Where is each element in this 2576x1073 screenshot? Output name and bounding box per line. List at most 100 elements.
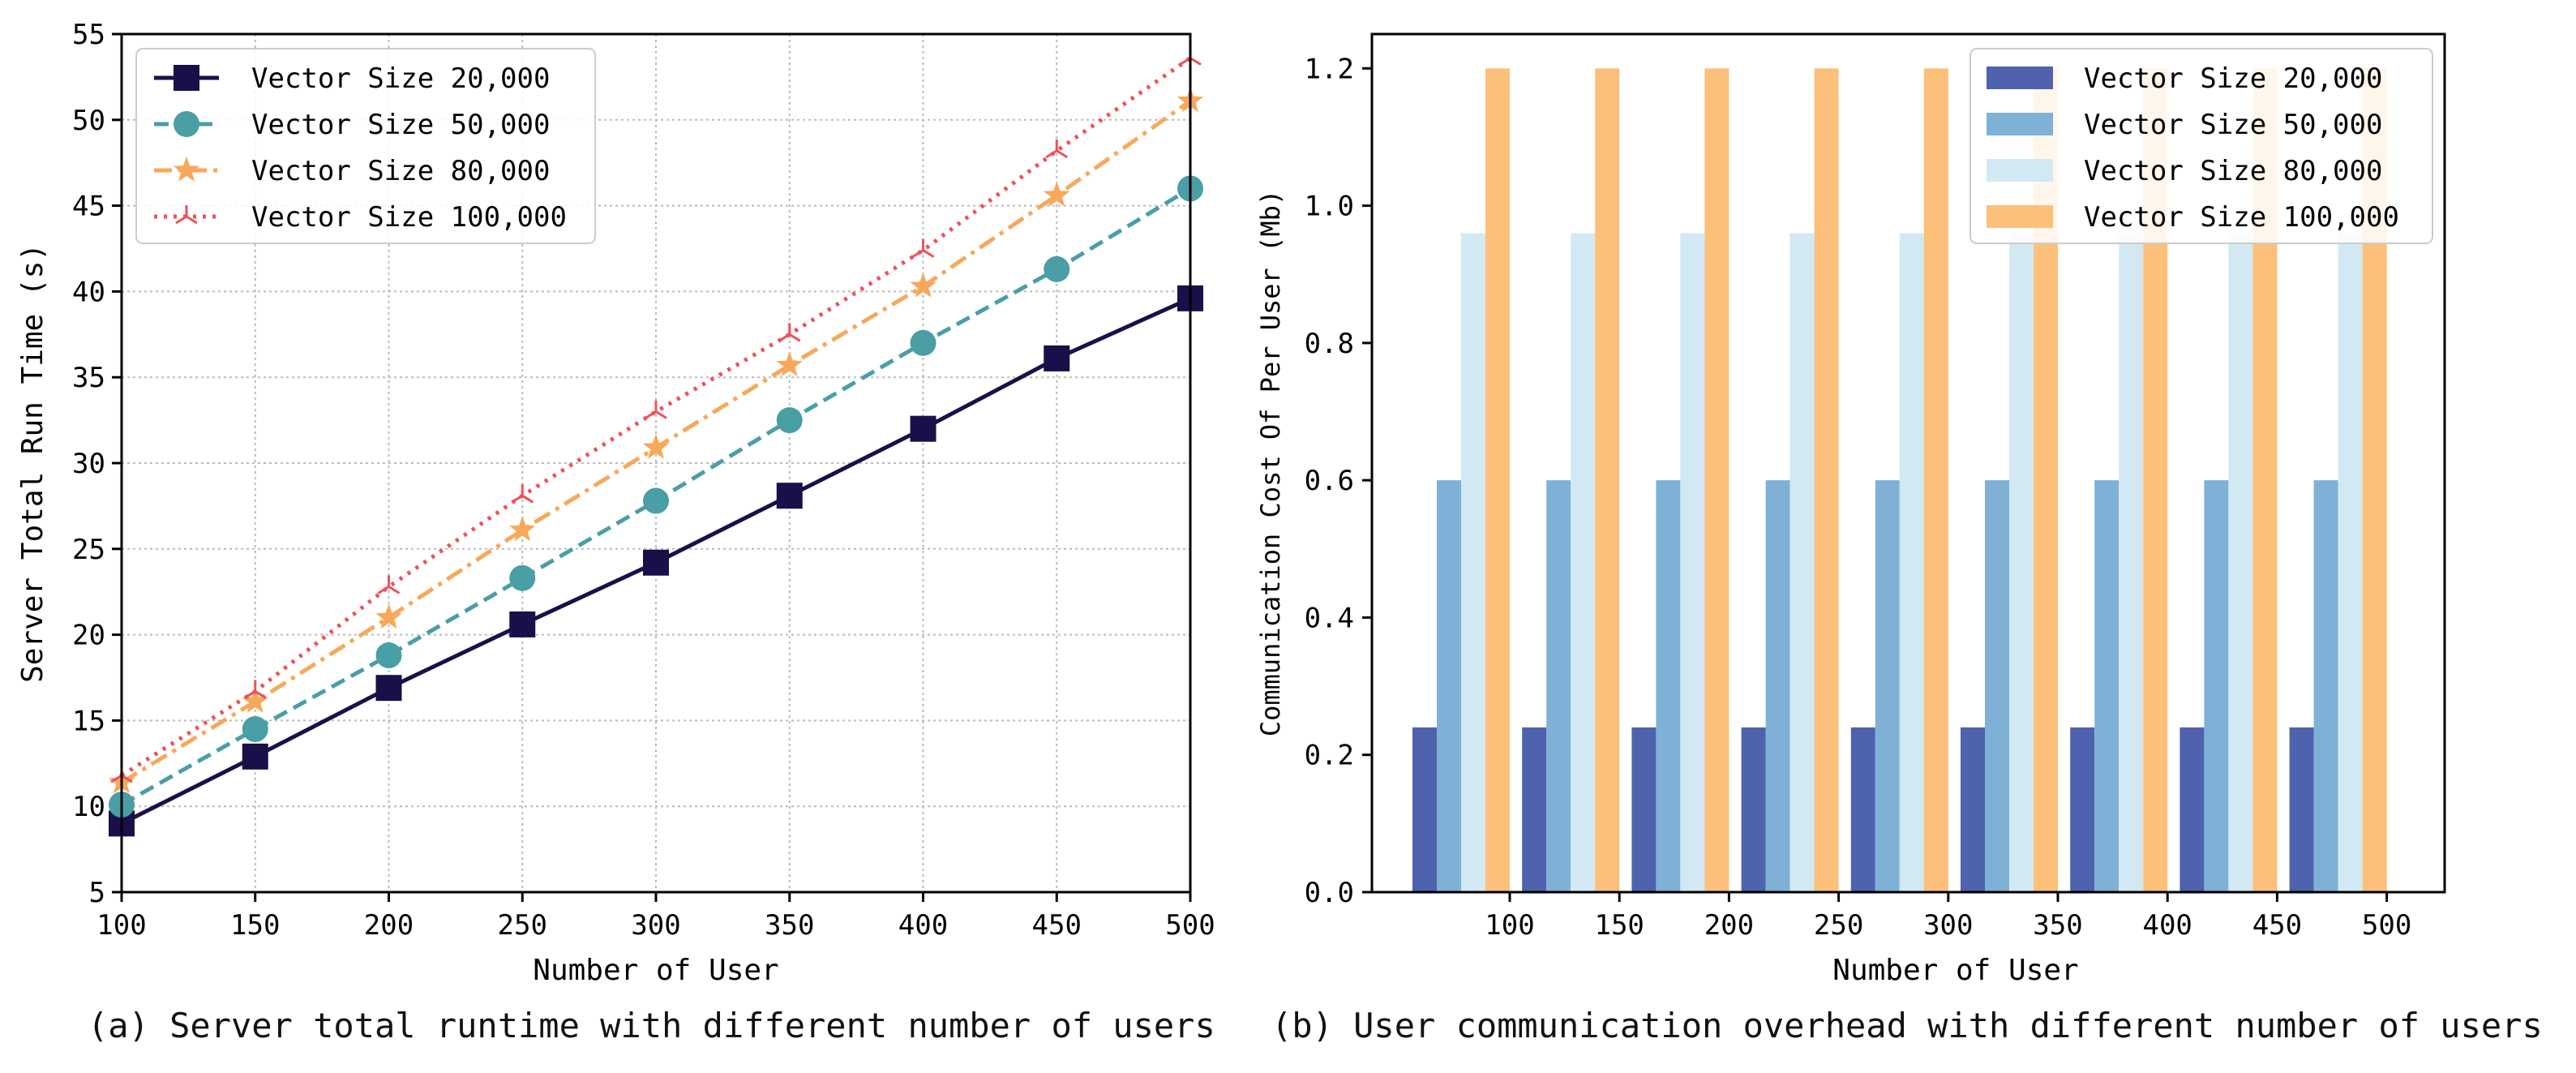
legend-marker xyxy=(173,157,200,182)
y-tick-label: 1.0 xyxy=(1305,191,1354,223)
y-tick-label: 45 xyxy=(72,191,105,223)
caption-a: (a) Server total runtime with different … xyxy=(88,1006,1215,1045)
data-point xyxy=(375,675,402,702)
legend-swatch xyxy=(1987,205,2053,228)
x-tick-label: 300 xyxy=(1923,909,1973,942)
legend-label: Vector Size 80,000 xyxy=(2084,155,2382,187)
legend-marker xyxy=(174,111,199,137)
bar xyxy=(1680,233,1705,892)
y-tick-label: 10 xyxy=(72,791,105,823)
data-point xyxy=(511,484,534,504)
x-tick-label: 200 xyxy=(1704,909,1754,942)
y-tick-label: 0.0 xyxy=(1305,877,1354,909)
data-point xyxy=(910,415,937,442)
legend-label: Vector Size 100,000 xyxy=(251,201,567,234)
y-tick-label: 15 xyxy=(72,705,105,737)
bar xyxy=(1485,68,1510,892)
legend-label: Vector Size 100,000 xyxy=(2084,201,2399,234)
bar xyxy=(1461,233,1485,892)
legend-box xyxy=(135,48,596,244)
legend-label: Vector Size 50,000 xyxy=(2084,109,2382,141)
series-group xyxy=(109,175,1203,818)
legend-box xyxy=(1970,48,2433,244)
x-tick-label: 350 xyxy=(765,909,814,942)
bar xyxy=(1765,480,1790,892)
legend: Vector Size 20,000 Vector Size 50,000 Vect… xyxy=(1970,48,2433,244)
x-tick-label: 250 xyxy=(1814,909,1863,942)
bar xyxy=(1656,480,1681,892)
data-point xyxy=(509,564,536,591)
y-axis-label: Server Total Run Time (s) xyxy=(16,243,49,683)
x-tick-label: 150 xyxy=(1594,909,1644,942)
data-point xyxy=(375,603,402,629)
bar xyxy=(2094,480,2120,892)
y-tick-label: 5 xyxy=(89,877,105,909)
legend-swatch xyxy=(1987,67,2053,89)
y-tick-label: 20 xyxy=(72,620,105,652)
x-tick-label: 450 xyxy=(2252,909,2302,942)
y-tick-label: 0.2 xyxy=(1305,740,1354,772)
x-tick-label: 250 xyxy=(498,909,547,942)
bar xyxy=(1571,233,1596,892)
legend-label: Vector Size 20,000 xyxy=(2084,62,2382,95)
bar xyxy=(1412,727,1437,892)
bar-group xyxy=(1522,68,1620,892)
bar xyxy=(2009,233,2034,892)
y-tick-label: 35 xyxy=(72,362,105,394)
x-tick-label: 400 xyxy=(898,909,948,942)
plot-frame xyxy=(1370,32,2446,894)
data-point xyxy=(377,575,401,594)
x-tick-label: 400 xyxy=(2142,909,2192,942)
bar xyxy=(1961,727,1985,892)
y-tick-label: 40 xyxy=(72,276,105,308)
runtime-line-chart: 100 150 200 250 300 350 400 450 500 5 10 15 20 25 30 35… xyxy=(16,19,1215,987)
bar xyxy=(1522,727,1547,892)
data-point xyxy=(776,407,803,434)
bar xyxy=(1704,68,1729,892)
x-tick-label: 450 xyxy=(1032,909,1082,942)
x-tick-label: 500 xyxy=(2362,909,2411,942)
bar xyxy=(2338,233,2363,892)
series-line xyxy=(120,56,1192,778)
caption-b: (b) User communication overhead with dif… xyxy=(1271,1006,2543,1045)
bar xyxy=(1437,480,1461,892)
legend-swatch xyxy=(1987,113,2053,135)
bar xyxy=(2289,727,2314,892)
x-tick-label: 100 xyxy=(1485,909,1534,942)
bar xyxy=(2204,480,2229,892)
data-point xyxy=(1044,345,1070,371)
data-point xyxy=(642,434,670,459)
bar xyxy=(1850,727,1875,892)
x-tick-label: 150 xyxy=(230,909,280,942)
bar xyxy=(2313,480,2338,892)
y-tick-label: 30 xyxy=(72,448,105,480)
bar xyxy=(1546,480,1571,892)
y-tick-label: 25 xyxy=(72,534,105,566)
x-axis-label: Number of User xyxy=(533,954,778,987)
bar xyxy=(1741,727,1766,892)
x-tick-label: 350 xyxy=(2033,909,2082,942)
bar-group xyxy=(1631,68,1729,892)
bar-group xyxy=(1741,68,1839,892)
legend-marker xyxy=(174,65,199,91)
bar xyxy=(1985,480,2009,892)
bar-group xyxy=(1850,68,1948,892)
y-tick-label: 1.2 xyxy=(1305,53,1354,85)
data-point xyxy=(778,323,801,342)
x-tick-label: 100 xyxy=(96,909,146,942)
data-point xyxy=(1044,181,1070,207)
x-tick-label: 300 xyxy=(631,909,680,942)
bar xyxy=(1631,727,1657,892)
communication-bar-chart: 100 150 200 250 300 350 400 450 500 0.0 0.2 0.4 0.6 0… xyxy=(1255,32,2446,987)
y-axis-label: Communication Cost Of Per User (Mb) xyxy=(1255,190,1286,736)
data-point xyxy=(910,273,937,298)
data-point xyxy=(242,743,268,770)
bar xyxy=(2228,233,2253,892)
data-point xyxy=(911,238,935,258)
data-point xyxy=(1044,255,1070,282)
bar xyxy=(2180,727,2205,892)
y-tick-label: 0.6 xyxy=(1305,465,1354,497)
bar xyxy=(1789,233,1815,892)
data-point xyxy=(776,351,803,377)
bar xyxy=(1923,68,1948,892)
